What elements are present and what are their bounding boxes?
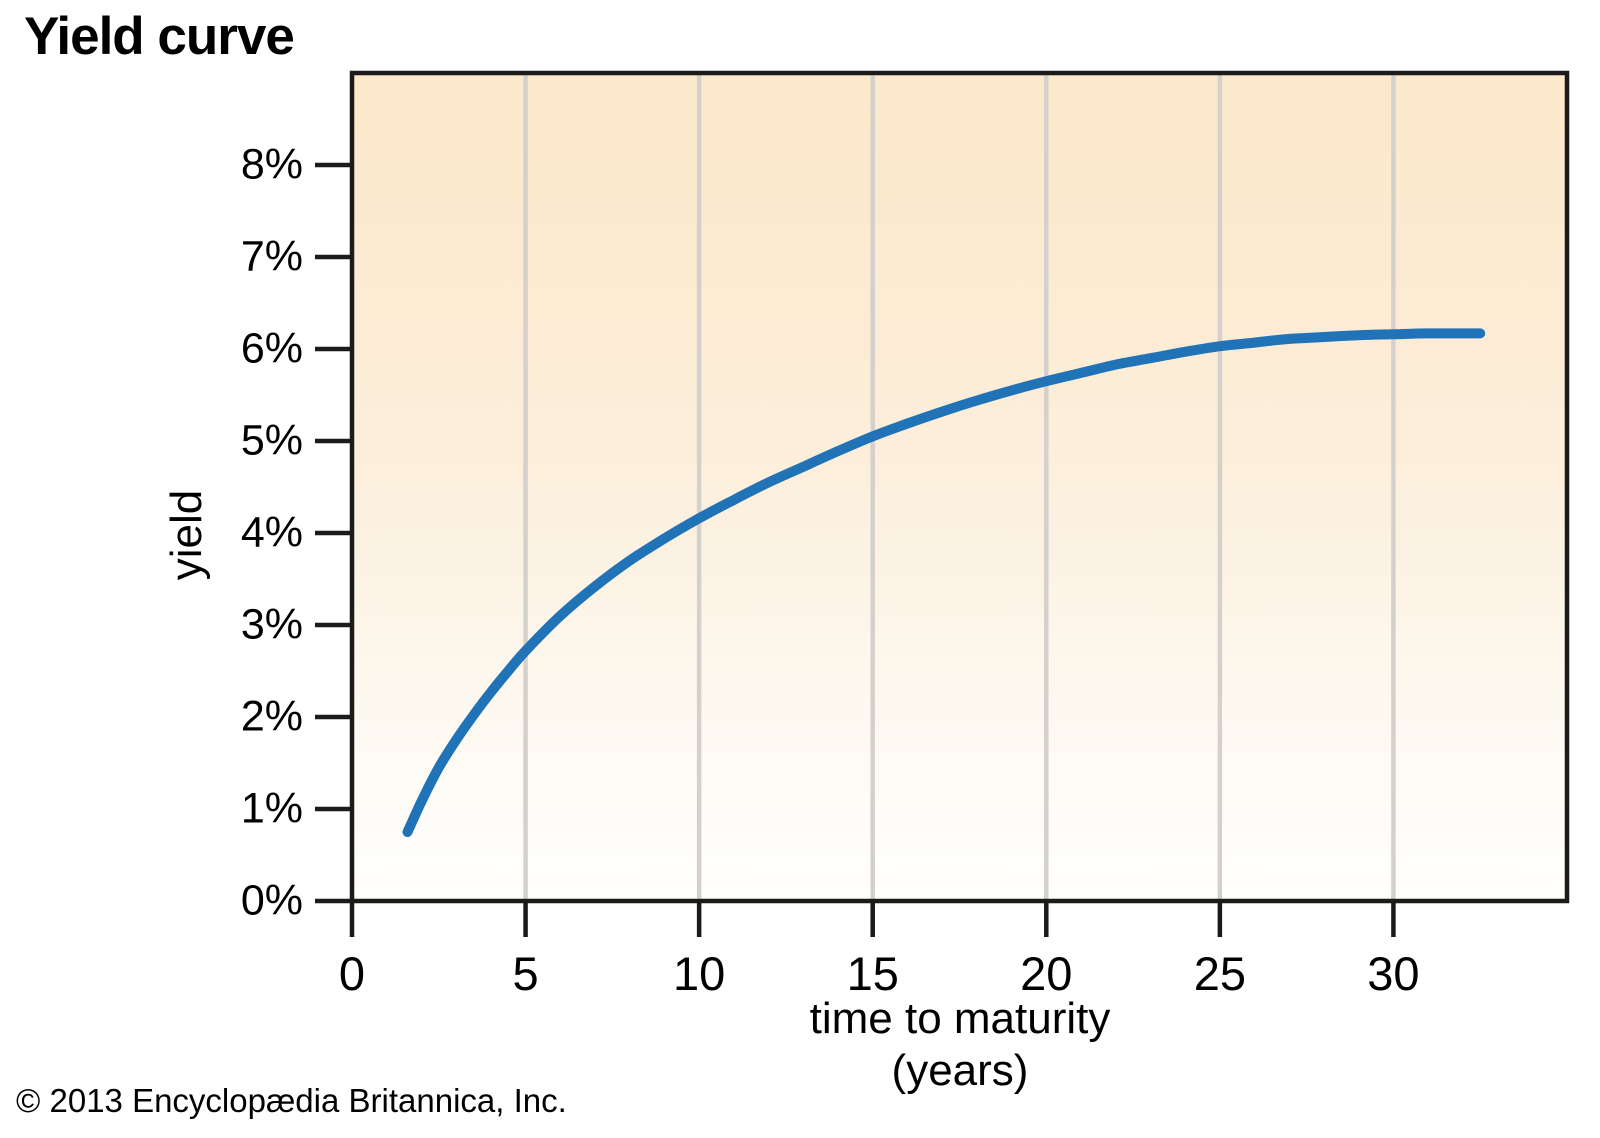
y-tick-label: 8% (240, 140, 303, 189)
x-tick-label: 20 (1020, 947, 1073, 1000)
vertical-gridlines (523, 73, 1396, 901)
y-tick-label: 7% (240, 232, 303, 281)
y-tick-label: 4% (240, 508, 303, 557)
plot-frame (349, 70, 1570, 904)
x-tick-label: 10 (673, 947, 726, 1000)
y-tick-label: 5% (240, 416, 303, 465)
y-tick-label: 0% (240, 876, 303, 925)
page-title: Yield curve (24, 7, 295, 66)
x-axis-title: time to maturity (809, 994, 1111, 1043)
x-tick-label: 30 (1367, 947, 1420, 1000)
copyright-notice: © 2013 Encyclopædia Britannica, Inc. (16, 1082, 567, 1119)
x-axis-title-unit: (years) (891, 1046, 1029, 1095)
x-tick-label: 15 (846, 947, 899, 1000)
axis-tick-marks (315, 162, 1396, 937)
y-tick-label: 1% (240, 784, 303, 833)
y-tick-label: 2% (240, 692, 303, 741)
x-tick-label: 5 (512, 947, 539, 1000)
y-tick-label: 6% (240, 324, 303, 373)
x-tick-label: 0 (338, 947, 366, 1000)
x-tick-label: 25 (1193, 947, 1246, 1000)
yield-curve-line (402, 328, 1486, 837)
y-tick-label: 3% (240, 600, 303, 649)
plot-area-background (352, 73, 1567, 901)
